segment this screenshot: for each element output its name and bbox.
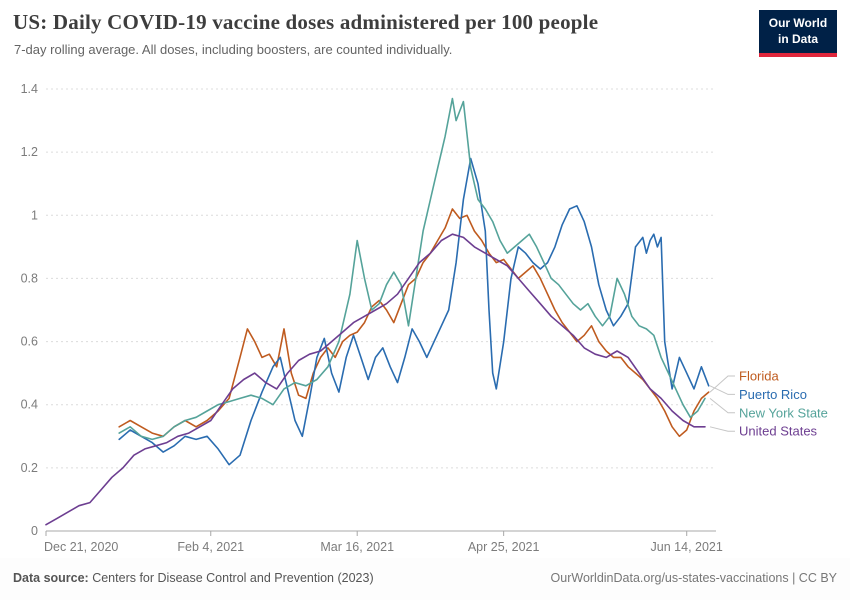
legend-label-united-states: United States: [739, 424, 818, 439]
x-axis-label: Mar 16, 2021: [320, 540, 394, 554]
series-line-puerto-rico: [118, 157, 710, 466]
page-subtitle: 7-day rolling average. All doses, includ…: [14, 42, 453, 57]
data-source-label: Data source:: [13, 571, 89, 585]
series-line-new-york-state: [118, 97, 706, 441]
y-axis-label: 0.6: [21, 335, 38, 349]
chart-footer: Data source: Centers for Disease Control…: [0, 558, 850, 600]
data-source-text: Centers for Disease Control and Preventi…: [88, 571, 374, 585]
y-axis-label: 1: [31, 208, 38, 222]
x-axis-label: Jun 14, 2021: [651, 540, 723, 554]
legend-connector: [709, 398, 735, 414]
x-axis-label: Feb 4, 2021: [177, 540, 244, 554]
series-line-united-states: [45, 233, 706, 526]
y-axis-label: 0.8: [21, 271, 38, 285]
legend-connector: [709, 385, 735, 395]
legend-label-florida: Florida: [739, 369, 780, 384]
legend-label-new-york-state: New York State: [739, 405, 828, 420]
x-axis-label: Apr 25, 2021: [468, 540, 540, 554]
y-axis-label: 0: [31, 524, 38, 538]
x-axis-label: Dec 21, 2020: [44, 540, 118, 554]
line-chart: 0 0.2 0.4 0.6 0.8 1 1.2 1.4 Dec 21, 2020 Feb 4, 2…: [21, 82, 828, 554]
page-title: US: Daily COVID-19 vaccine doses adminis…: [13, 10, 599, 34]
y-axis-label: 0.4: [21, 398, 38, 412]
credit-link[interactable]: OurWorldinData.org/us-states-vaccination…: [550, 571, 837, 585]
legend-label-puerto-rico: Puerto Rico: [739, 387, 807, 402]
legend-connector: [709, 426, 735, 432]
y-axis-label: 1.2: [21, 145, 38, 159]
chart-header: US: Daily COVID-19 vaccine doses adminis…: [13, 10, 837, 58]
series-line-florida: [118, 208, 710, 438]
data-source: Data source: Centers for Disease Control…: [13, 571, 374, 585]
owid-logo[interactable]: Our World in Data: [759, 10, 837, 58]
legend-connector: [709, 375, 735, 393]
logo-line1: Our World: [768, 16, 828, 30]
logo-line2: in Data: [777, 31, 818, 46]
y-axis-label: 1.4: [21, 82, 38, 96]
y-axis-label: 0.2: [21, 461, 38, 475]
